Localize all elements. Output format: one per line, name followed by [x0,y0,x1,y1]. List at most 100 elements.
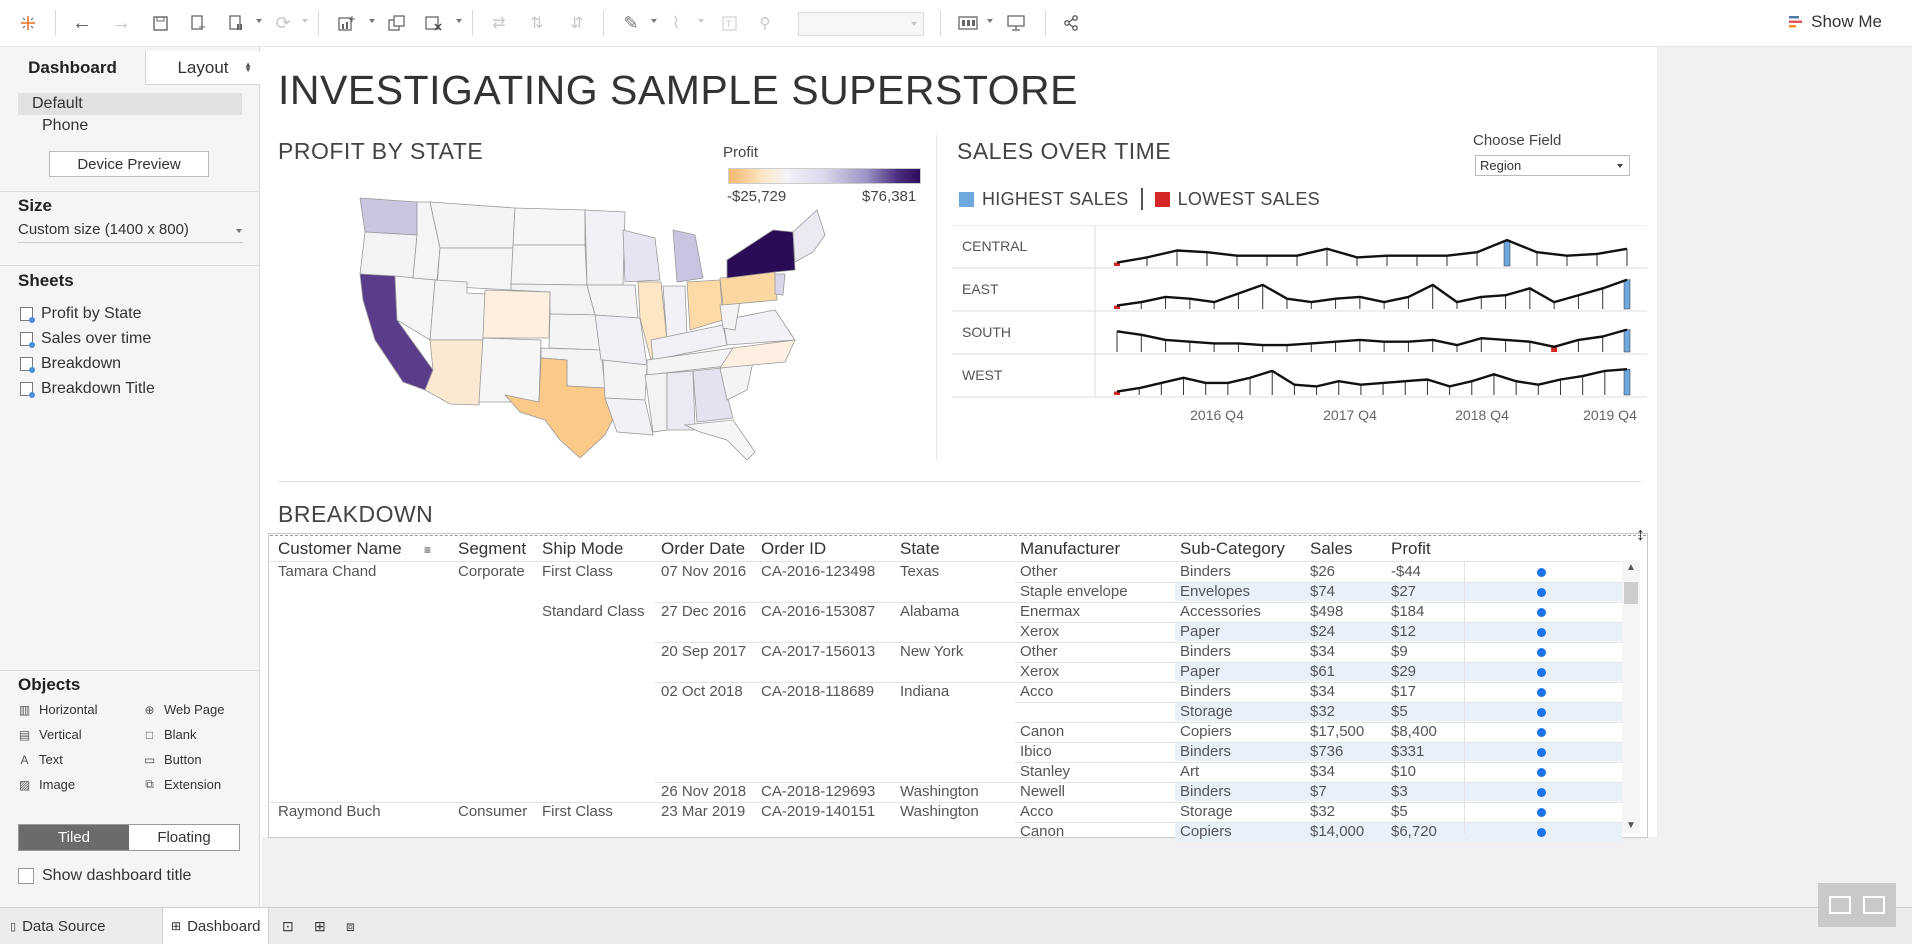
highlight-icon[interactable]: ✎ [623,12,639,33]
row-dot-mark[interactable] [1537,628,1546,637]
state-south-dakota[interactable] [510,244,588,286]
table-cell[interactable]: 23 Mar 2019 [661,803,746,820]
column-header[interactable]: Order ID [761,539,827,558]
table-cell[interactable]: $10 [1391,763,1417,780]
choose-field-dropdown[interactable]: Region [1475,155,1630,176]
state-iowa[interactable] [586,284,639,319]
state-texas[interactable] [503,357,621,459]
undo-icon[interactable]: ← [72,11,92,34]
show-cards-icon[interactable] [956,10,980,36]
presentation-mode-icon[interactable] [1004,10,1028,36]
screen-icon[interactable] [1863,896,1885,914]
table-cell[interactable]: $17,500 [1310,723,1365,740]
table-cell[interactable]: Corporate [458,563,525,580]
table-cell[interactable]: $32 [1310,703,1336,720]
table-cell[interactable]: Binders [1180,743,1231,760]
table-cell[interactable]: New York [900,643,964,660]
state-new-england[interactable] [792,209,826,263]
state-new-york[interactable] [726,229,796,279]
table-cell[interactable]: Paper [1180,623,1221,640]
tableau-logo-icon[interactable] [18,10,38,36]
state-kansas[interactable] [548,313,602,351]
row-dot-mark[interactable] [1537,708,1546,717]
device-item-default[interactable]: Default [18,93,242,115]
object-web-page[interactable]: ⊕ Web Page [143,702,224,717]
floating-button[interactable]: Floating [129,825,239,850]
state-missouri[interactable] [594,314,648,366]
device-preview-button[interactable]: Device Preview [49,151,209,177]
table-cell[interactable]: $29 [1391,663,1417,680]
sort-ascending-icon[interactable]: ⇅ [530,15,544,32]
table-cell[interactable]: Binders [1180,783,1231,800]
show-me-button[interactable]: Show Me [1789,12,1882,32]
table-cell[interactable]: $331 [1391,743,1425,760]
table-cell[interactable]: Raymond Buch [278,803,381,820]
sales-over-time-chart[interactable]: CENTRAL EAST SOUTH WEST 2016 Q4 2017 Q4 2018 Q… [952,225,1647,465]
table-cell[interactable]: Enermax [1020,603,1081,620]
table-cell[interactable]: Consumer [458,803,528,820]
object-vertical[interactable]: ▤ Vertical [18,727,82,742]
table-cell[interactable]: $27 [1391,583,1417,600]
table-cell[interactable]: Other [1020,643,1058,660]
object-text[interactable]: A Text [18,752,62,767]
table-cell[interactable]: $9 [1391,643,1408,660]
table-cell[interactable]: Washington [900,783,979,800]
new-story-tab-icon[interactable]: ⧈ [346,917,355,934]
us-profit-map[interactable] [355,190,845,460]
column-header[interactable]: Sub-Category [1180,539,1285,558]
table-cell[interactable]: Accessories [1180,603,1261,620]
row-dot-mark[interactable] [1537,688,1546,697]
tab-data-source[interactable]: ▯ Data Source [10,908,105,944]
table-cell[interactable]: $184 [1391,603,1425,620]
state-indiana[interactable] [662,285,688,341]
table-cell[interactable]: Binders [1180,643,1231,660]
table-cell[interactable]: CA-2016-153087 [761,603,876,620]
state-montana[interactable] [429,201,516,249]
table-cell[interactable]: $24 [1310,623,1336,640]
table-cell[interactable]: Stanley [1020,763,1071,780]
scroll-up-icon[interactable]: ▲ [1626,562,1636,573]
table-cell[interactable]: Storage [1180,703,1233,720]
state-north-dakota[interactable] [512,207,586,246]
row-dot-mark[interactable] [1537,588,1546,597]
state-utah[interactable] [429,279,486,341]
tab-dashboard[interactable]: Dashboard [0,51,145,85]
table-cell[interactable]: $34 [1310,643,1336,660]
state-new-jersey[interactable] [774,273,786,296]
group-icon[interactable]: ⌇ [672,15,680,32]
table-cell[interactable]: Acco [1020,683,1054,700]
object-horizontal[interactable]: ▥ Horizontal [18,702,98,717]
table-cell[interactable]: 02 Oct 2018 [661,683,743,700]
state-wisconsin[interactable] [622,229,661,283]
column-header[interactable]: Ship Mode [542,539,624,558]
pause-auto-updates-icon[interactable] [226,10,246,36]
state-minnesota[interactable] [584,209,626,286]
object-image[interactable]: ▨ Image [18,777,75,792]
fix-axes-icon[interactable]: ⚲ [759,15,771,32]
state-alabama[interactable] [666,370,696,431]
table-cell[interactable]: Washington [900,803,979,820]
scroll-down-icon[interactable]: ▼ [1626,820,1636,831]
redo-icon[interactable]: → [111,11,131,34]
sheet-item-breakdown[interactable]: Breakdown [20,351,155,376]
table-cell[interactable]: First Class [542,563,613,580]
table-cell[interactable]: CA-2017-156013 [761,643,876,660]
table-cell[interactable]: $498 [1310,603,1344,620]
row-dot-mark[interactable] [1537,788,1546,797]
show-labels-icon[interactable]: T [718,10,740,36]
column-header[interactable]: State [900,539,940,558]
table-cell[interactable]: $34 [1310,763,1336,780]
size-dropdown[interactable]: Custom size (1400 x 800) [18,219,243,243]
table-cell[interactable]: Paper [1180,663,1221,680]
table-cell[interactable]: Storage [1180,803,1233,820]
table-cell[interactable]: Standard Class [542,603,645,620]
column-header[interactable]: Order Date [661,539,746,558]
object-blank[interactable]: □ Blank [143,727,197,742]
table-cell[interactable]: Envelopes [1180,583,1251,600]
table-cell[interactable]: 07 Nov 2016 [661,563,747,580]
new-worksheet-tab-icon[interactable]: ⊡ [282,917,294,934]
state-virginia[interactable] [722,309,796,346]
row-dot-mark[interactable] [1537,808,1546,817]
row-dot-mark[interactable] [1537,748,1546,757]
table-cell[interactable]: $61 [1310,663,1336,680]
